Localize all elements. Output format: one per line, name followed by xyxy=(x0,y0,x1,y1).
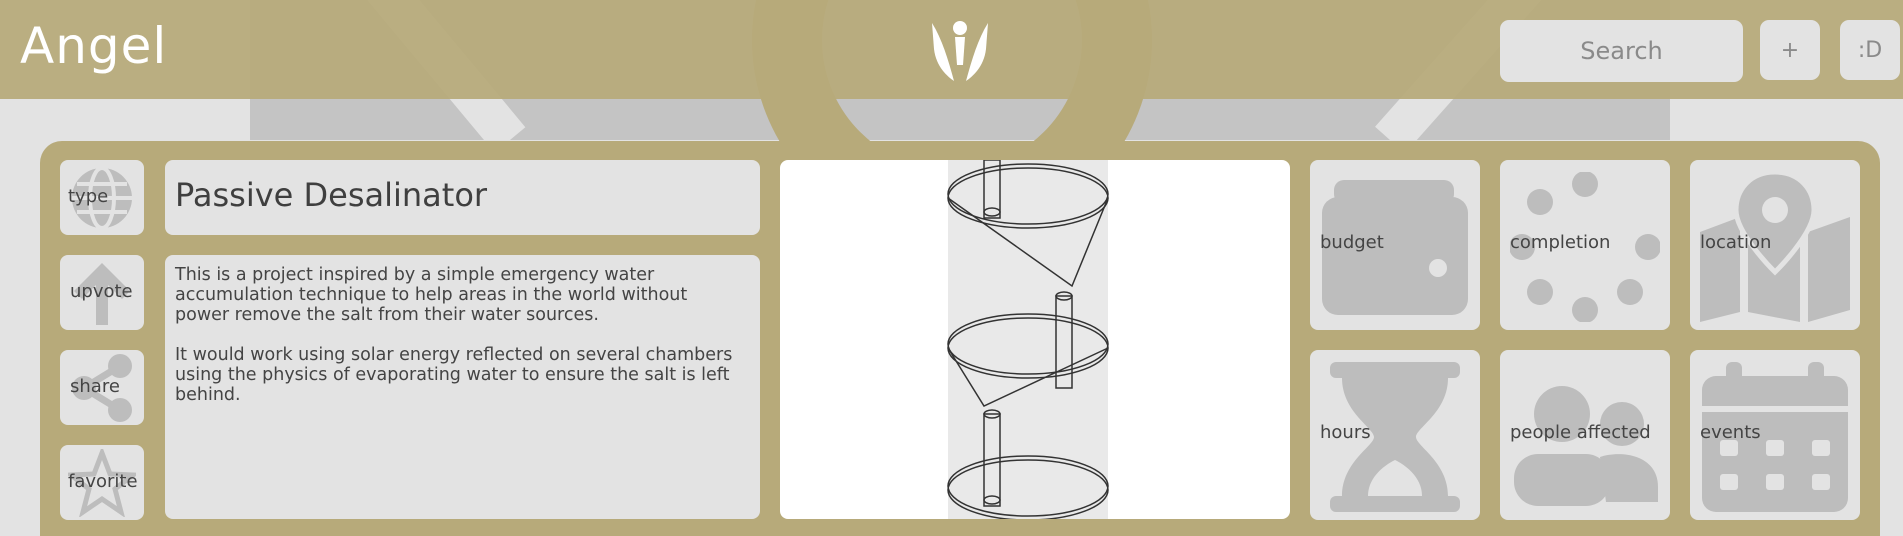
add-button[interactable]: + xyxy=(1760,20,1820,80)
description-paragraph: This is a project inspired by a simple e… xyxy=(175,265,688,325)
globe-icon xyxy=(72,166,132,230)
share-button[interactable]: share xyxy=(60,350,144,425)
share-icon xyxy=(72,354,132,422)
completion-label: completion xyxy=(1510,232,1611,253)
project-description-box: This is a project inspired by a simple e… xyxy=(165,255,760,519)
hours-card[interactable]: hours xyxy=(1310,350,1480,520)
upvote-button[interactable]: upvote xyxy=(60,255,144,330)
description-paragraph: It would work using solar energy reflect… xyxy=(175,345,733,405)
type-label: type xyxy=(68,186,109,207)
events-label: events xyxy=(1700,422,1761,443)
type-button[interactable]: type xyxy=(60,160,144,235)
location-card[interactable]: location xyxy=(1690,160,1860,330)
app-title[interactable]: Angel xyxy=(20,17,168,75)
search-input[interactable] xyxy=(1500,20,1743,82)
upvote-label: upvote xyxy=(70,281,133,302)
people-icon xyxy=(1514,386,1658,506)
desalinator-diagram-icon xyxy=(947,160,1109,519)
favorite-label: favorite xyxy=(68,471,138,492)
people-affected-label: people affected xyxy=(1510,422,1651,443)
share-label: share xyxy=(70,376,120,397)
project-panel: type upvote share favorite Passive Desal… xyxy=(40,141,1880,536)
wallet-icon xyxy=(1322,180,1468,315)
completion-card[interactable]: completion xyxy=(1500,160,1670,330)
hours-label: hours xyxy=(1320,422,1371,443)
profile-button[interactable]: :D xyxy=(1840,20,1900,80)
arrow-up-icon xyxy=(74,263,130,325)
location-label: location xyxy=(1700,232,1772,253)
map-icon xyxy=(1700,172,1850,322)
calendar-icon xyxy=(1702,362,1848,512)
angel-logo-icon[interactable] xyxy=(928,19,992,83)
budget-label: budget xyxy=(1320,232,1384,253)
project-title-box: Passive Desalinator xyxy=(165,160,760,235)
people-affected-card[interactable]: people affected xyxy=(1500,350,1670,520)
budget-card[interactable]: budget xyxy=(1310,160,1480,330)
hourglass-icon xyxy=(1330,362,1460,512)
events-card[interactable]: events xyxy=(1690,350,1860,520)
project-image[interactable] xyxy=(780,160,1290,519)
project-title: Passive Desalinator xyxy=(175,176,488,214)
star-icon xyxy=(68,449,136,517)
spinner-icon xyxy=(1510,172,1660,322)
favorite-button[interactable]: favorite xyxy=(60,445,144,520)
top-bar: Angel + :D xyxy=(0,0,1903,99)
project-description: This is a project inspired by a simple e… xyxy=(175,265,745,425)
